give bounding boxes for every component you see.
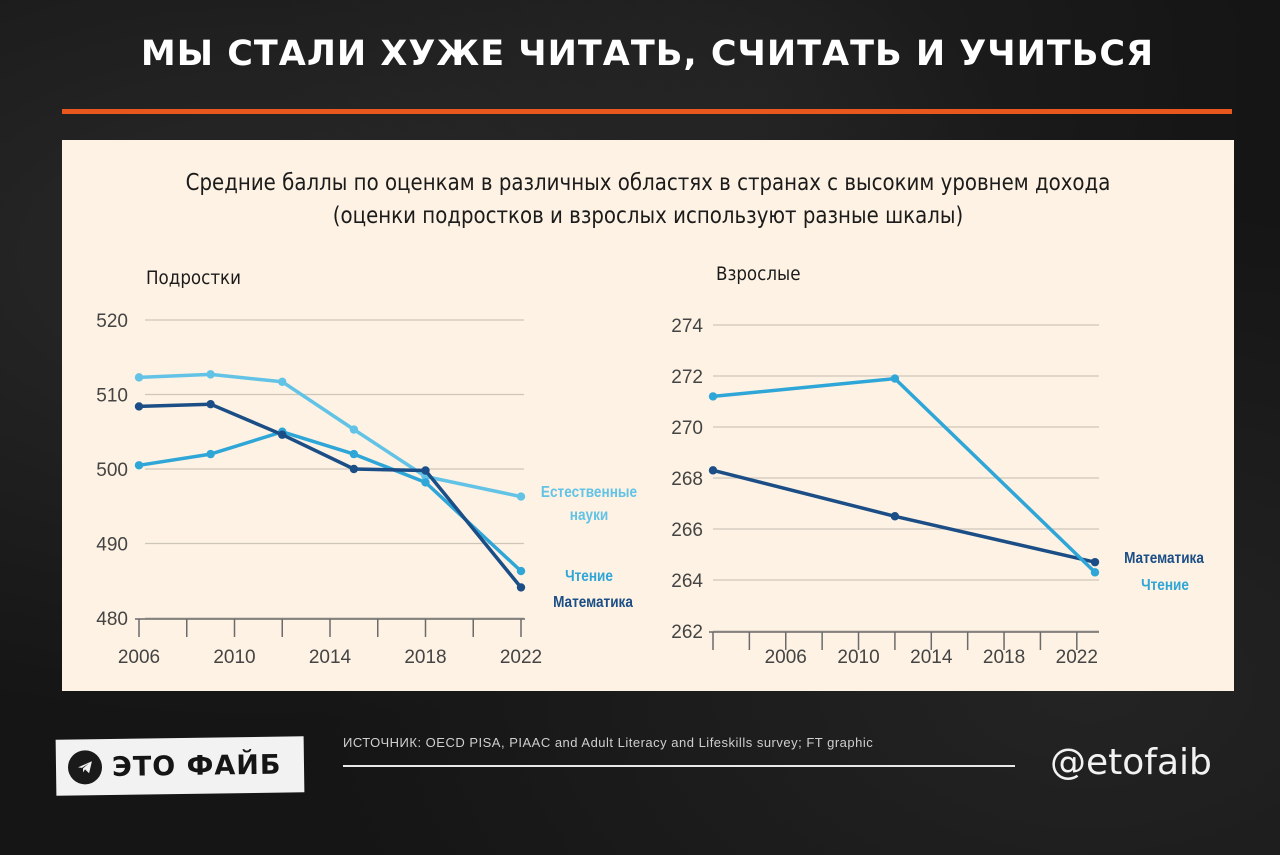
chart-0-title: Подростки xyxy=(146,267,241,289)
chart-1-point-0 xyxy=(1090,557,1100,567)
chart-0-point-2 xyxy=(134,402,144,411)
chart-1-point-1 xyxy=(708,392,718,401)
telegram-icon xyxy=(67,750,103,785)
chart-0-point-0 xyxy=(134,373,144,382)
chart-0-point-0 xyxy=(278,377,287,387)
headline-rule xyxy=(62,109,1232,114)
chart-1-xtick-label: 2006 xyxy=(765,647,807,668)
chart-1-point-0 xyxy=(890,512,900,521)
chart-0-line-2 xyxy=(138,402,523,589)
chart-1-xtick-label: 2010 xyxy=(837,647,879,668)
chart-1-line-1 xyxy=(712,376,1097,574)
chart-0-point-1 xyxy=(349,449,359,459)
chart-0-point-2 xyxy=(278,430,287,439)
channel-handle[interactable]: @etofaib xyxy=(1050,742,1212,783)
chart-0-xtick-label: 2006 xyxy=(118,647,160,668)
chart-0-point-2 xyxy=(421,466,430,475)
chart-1-ytick-label: 264 xyxy=(671,571,703,592)
chart-0-series-label: науки xyxy=(570,507,608,524)
chart-1-point-0 xyxy=(708,466,718,475)
chart-0-point-1 xyxy=(516,566,526,576)
page-headline: МЫ СТАЛИ ХУЖЕ ЧИТАТЬ, СЧИТАТЬ И УЧИТЬСЯ xyxy=(140,34,1155,74)
source-note: ИСТОЧНИК: OECD PISA, PIAAC and Adult Lit… xyxy=(343,735,874,750)
chart-0-point-2 xyxy=(206,399,215,409)
chart-0-xtick-label: 2010 xyxy=(213,647,255,668)
chart-0-xtick-label: 2018 xyxy=(404,647,446,668)
chart-0-point-2 xyxy=(516,583,526,592)
chart-title-line-2: (оценки подростков и взрослых используют… xyxy=(332,203,964,229)
chart-0-point-2 xyxy=(349,464,359,474)
chart-1-ytick-label: 268 xyxy=(671,469,703,490)
chart-0-ytick-label: 490 xyxy=(96,535,128,556)
chart-0-ytick-label: 480 xyxy=(96,609,128,630)
chart-0-point-0 xyxy=(349,425,359,434)
chart-1-series-label: Математика xyxy=(1124,550,1205,567)
chart-1-ytick-label: 266 xyxy=(671,520,703,541)
chart-0-line-1 xyxy=(138,430,523,573)
chart-0-point-1 xyxy=(421,478,430,487)
chart-1-title: Взрослые xyxy=(716,263,800,285)
chart-1-xtick-label: 2014 xyxy=(910,647,953,668)
chart-1-ytick-label: 270 xyxy=(671,418,703,439)
chart-0-point-0 xyxy=(206,370,215,379)
chart-1-xtick-label: 2018 xyxy=(983,647,1025,668)
chart-1-xtick-label: 2022 xyxy=(1056,647,1098,668)
chart-1-ytick-label: 274 xyxy=(671,316,703,337)
chart-1-series-label: Чтение xyxy=(1141,577,1189,594)
chart-1-ytick-label: 272 xyxy=(671,367,703,388)
logo-text: ЭТО ФАЙБ xyxy=(111,749,282,783)
chart-0-series-label: Чтение xyxy=(565,568,613,585)
chart-0-ytick-label: 500 xyxy=(96,460,128,481)
chart-title-line-1: Средние баллы по оценкам в различных обл… xyxy=(185,170,1111,196)
chart-0-series-label: Естественные xyxy=(541,484,637,501)
chart-1-point-1 xyxy=(890,374,900,383)
chart-0-line-0 xyxy=(138,372,522,499)
chart-0-point-0 xyxy=(516,492,526,501)
chart-0-point-1 xyxy=(134,461,144,470)
chart-panel xyxy=(62,140,1234,691)
chart-0-series-label: Математика xyxy=(553,594,634,611)
chart-0-ytick-label: 510 xyxy=(96,386,128,407)
chart-1-ytick-label: 262 xyxy=(671,622,703,643)
chart-0-ytick-label: 520 xyxy=(96,311,128,332)
chart-0-point-1 xyxy=(206,449,215,459)
chart-1-point-1 xyxy=(1090,568,1100,577)
source-rule xyxy=(343,765,1015,767)
chart-0-xtick-label: 2022 xyxy=(500,647,542,668)
etofaib-logo[interactable]: ЭТО ФАЙБ xyxy=(55,736,305,796)
chart-0-xtick-label: 2014 xyxy=(309,647,352,668)
